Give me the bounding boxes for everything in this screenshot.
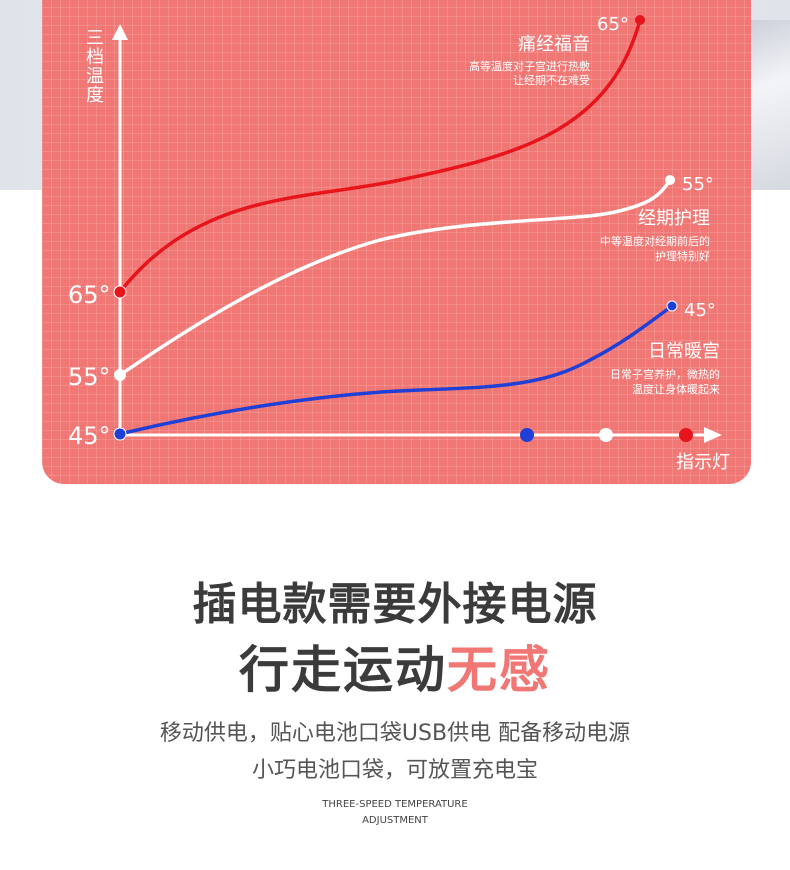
end-label-high: 65° xyxy=(597,14,629,35)
curve-low-end-point xyxy=(666,300,678,312)
series-desc-medium-line2: 护理特别好 xyxy=(655,249,710,263)
curve-high-end-point xyxy=(635,15,645,25)
series-name-high: 痛经福音 xyxy=(518,34,590,55)
headline-secondary-accent: 无感 xyxy=(447,641,551,699)
description-line-2: 小巧电池口袋，可放置充电宝 xyxy=(251,758,538,783)
curve-medium-start-point xyxy=(114,369,126,381)
y-axis-arrow xyxy=(112,24,128,40)
curve-medium-temperature xyxy=(119,179,672,377)
chart-card xyxy=(42,0,751,484)
english-caption-line-1: THREE-SPEED TEMPERATURE xyxy=(322,799,468,810)
headline-secondary: 行走运动无感 xyxy=(0,630,790,702)
series-desc-high-line1: 高等温度对子宫进行热敷 xyxy=(469,59,590,73)
description-line-1: 移动供电，贴心电池口袋USB供电 配备移动电源 xyxy=(159,721,631,746)
curve-high-start-point xyxy=(113,285,127,299)
series-desc-medium-line1: 中等温度对经期前后的 xyxy=(600,234,710,248)
series-desc-high-line2: 让经期不在难受 xyxy=(513,74,590,87)
series-desc-low-line2: 温度让身体暖起来 xyxy=(632,382,720,396)
headline-secondary-main: 行走运动 xyxy=(239,641,447,699)
y-tick-label-45: 45° xyxy=(68,422,111,450)
indicator-light-blue xyxy=(520,428,534,442)
y-axis-label-char: 温 xyxy=(86,66,104,87)
y-axis-label-char: 档 xyxy=(86,47,104,68)
end-label-medium: 55° xyxy=(682,174,714,195)
headline-primary: 插电款需要外接电源 xyxy=(192,579,598,630)
y-axis-label: 三 档 温 度 xyxy=(86,28,104,106)
y-axis-label-char: 度 xyxy=(86,85,104,106)
curve-medium-end-point xyxy=(665,175,675,185)
indicator-light-white xyxy=(599,428,613,442)
curve-low-start-point xyxy=(113,427,127,441)
series-desc-low-line1: 日常子宫养护，微热的 xyxy=(610,367,720,381)
series-name-low: 日常暖宫 xyxy=(648,341,720,362)
indicator-light-red xyxy=(679,428,693,442)
temperature-chart: 三 档 温 度 指示灯 65° 55° 45° 65° 55° 45° 痛经福音… xyxy=(68,14,730,473)
curve-low-temperature xyxy=(119,304,674,436)
english-caption-line-2: ADJUSTMENT xyxy=(362,815,428,826)
x-axis-label: 指示灯 xyxy=(676,452,730,473)
y-axis-label-char: 三 xyxy=(86,28,104,49)
series-name-medium: 经期护理 xyxy=(638,208,710,229)
y-tick-label-65: 65° xyxy=(68,281,111,309)
curve-high-temperature xyxy=(118,19,642,294)
x-axis-arrow xyxy=(704,427,722,443)
y-tick-label-55: 55° xyxy=(68,363,111,391)
end-label-low: 45° xyxy=(684,300,716,321)
